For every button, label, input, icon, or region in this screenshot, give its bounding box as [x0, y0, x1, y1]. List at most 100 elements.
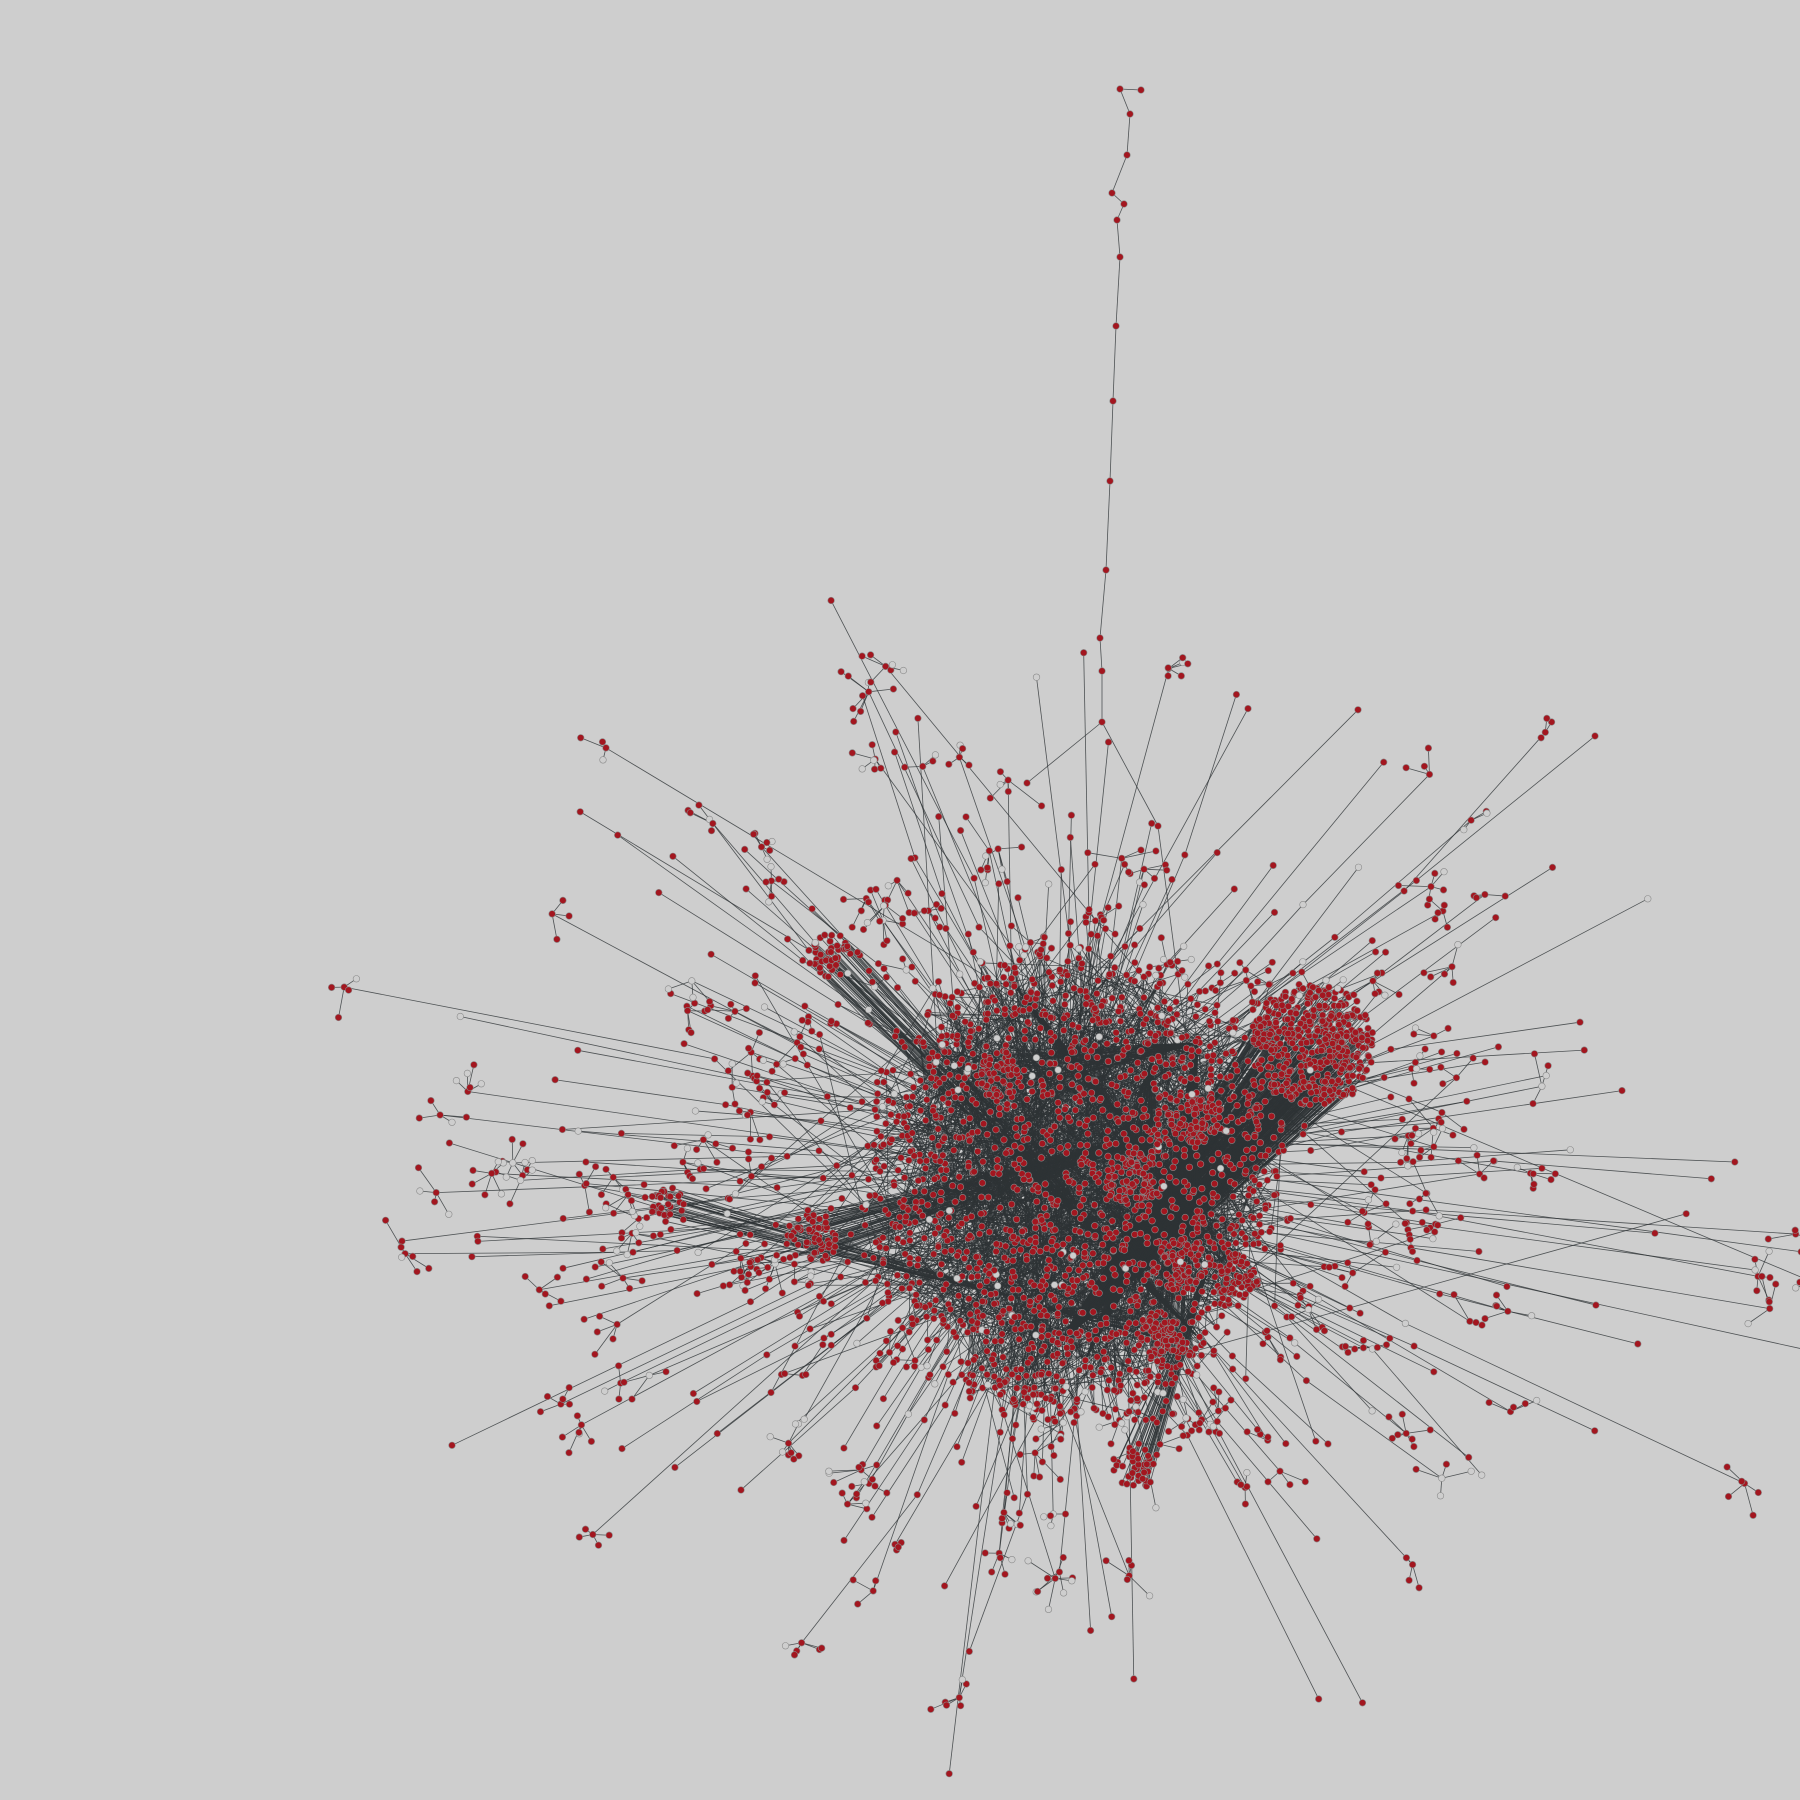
- node: [1261, 1245, 1269, 1253]
- node: [1172, 998, 1180, 1006]
- node: [1131, 958, 1139, 967]
- node: [1167, 1213, 1175, 1221]
- node: [1129, 1124, 1138, 1132]
- node: [889, 1066, 897, 1074]
- node: [1037, 1154, 1045, 1162]
- node: [1109, 1285, 1117, 1293]
- node: [1043, 1358, 1051, 1366]
- node: [1155, 1094, 1163, 1102]
- node: [905, 1328, 913, 1336]
- node: [1210, 1244, 1219, 1252]
- edge: [512, 1155, 788, 1164]
- node: [930, 1175, 939, 1183]
- node: [1090, 1404, 1098, 1412]
- node: [1061, 1105, 1069, 1113]
- node: [1002, 1242, 1010, 1250]
- node: [1054, 1098, 1062, 1107]
- edge: [1287, 1220, 1507, 1287]
- node: [936, 1157, 944, 1165]
- node: [1000, 1254, 1009, 1262]
- node: [937, 1188, 945, 1197]
- node: [1195, 1047, 1203, 1055]
- node: [1053, 1350, 1062, 1358]
- node: [946, 999, 954, 1008]
- node: [869, 1254, 878, 1262]
- node: [1210, 1288, 1218, 1296]
- node: [1151, 1064, 1159, 1072]
- edge: [870, 889, 884, 921]
- edge: [695, 1110, 822, 1122]
- node: [1198, 1287, 1206, 1296]
- node: [1185, 1193, 1193, 1202]
- node: [897, 1154, 905, 1162]
- node: [1180, 1178, 1189, 1186]
- node: [1218, 1171, 1226, 1179]
- node: [1070, 1418, 1078, 1427]
- node: [993, 1156, 1002, 1164]
- edge: [998, 1424, 1017, 1554]
- edge: [1744, 1483, 1754, 1516]
- node: [1108, 1080, 1116, 1088]
- node: [1193, 1362, 1201, 1370]
- node: [1089, 1249, 1097, 1257]
- node: [1051, 1226, 1059, 1234]
- node: [1030, 1383, 1038, 1392]
- node: [983, 1277, 991, 1285]
- edge: [1398, 885, 1432, 888]
- node: [1216, 1072, 1224, 1081]
- node: [1123, 1213, 1131, 1221]
- node: [1012, 1215, 1021, 1223]
- node: [1027, 1079, 1035, 1087]
- node: [1133, 1074, 1141, 1082]
- node: [1031, 1224, 1040, 1232]
- node: [1081, 1356, 1089, 1364]
- node: [977, 1193, 986, 1201]
- node: [1190, 1186, 1198, 1194]
- edge: [909, 1001, 1026, 1107]
- edge: [1027, 1560, 1056, 1579]
- node: [906, 1229, 914, 1237]
- node: [1162, 1152, 1170, 1160]
- edge: [1232, 880, 1417, 1022]
- node: [1055, 1303, 1063, 1311]
- edge: [1768, 1233, 1796, 1240]
- edge: [1795, 1233, 1800, 1236]
- node: [1091, 1326, 1100, 1335]
- node: [1226, 1072, 1235, 1080]
- node: [979, 1158, 987, 1166]
- node: [1122, 1105, 1130, 1113]
- node: [1077, 1214, 1085, 1223]
- node: [1100, 1253, 1108, 1261]
- node: [1121, 942, 1129, 951]
- node: [1063, 971, 1072, 979]
- edge: [1484, 1310, 1508, 1319]
- node: [1208, 1169, 1217, 1177]
- edge: [882, 920, 970, 1047]
- edge: [1757, 1251, 1770, 1277]
- node: [1125, 1319, 1133, 1327]
- node: [1249, 1145, 1257, 1153]
- node: [1207, 1065, 1215, 1073]
- edge: [982, 1387, 1062, 1435]
- node: [993, 1049, 1001, 1057]
- node: [873, 1090, 882, 1098]
- node: [1196, 1160, 1205, 1168]
- node: [1138, 1136, 1146, 1144]
- node: [919, 1038, 927, 1046]
- node: [992, 1247, 1000, 1256]
- node: [1037, 1347, 1046, 1355]
- node: [1233, 1067, 1241, 1075]
- node: [1045, 1369, 1053, 1378]
- node: [1127, 1396, 1135, 1404]
- node: [1201, 1328, 1209, 1337]
- node: [1049, 997, 1057, 1005]
- node: [921, 1083, 930, 1091]
- node: [957, 1358, 965, 1366]
- node: [1137, 1334, 1145, 1342]
- node: [954, 1073, 963, 1081]
- edge: [686, 1005, 808, 1066]
- node: [871, 1105, 879, 1114]
- node: [1184, 1367, 1192, 1376]
- node: [1104, 1127, 1112, 1135]
- node: [1195, 987, 1204, 996]
